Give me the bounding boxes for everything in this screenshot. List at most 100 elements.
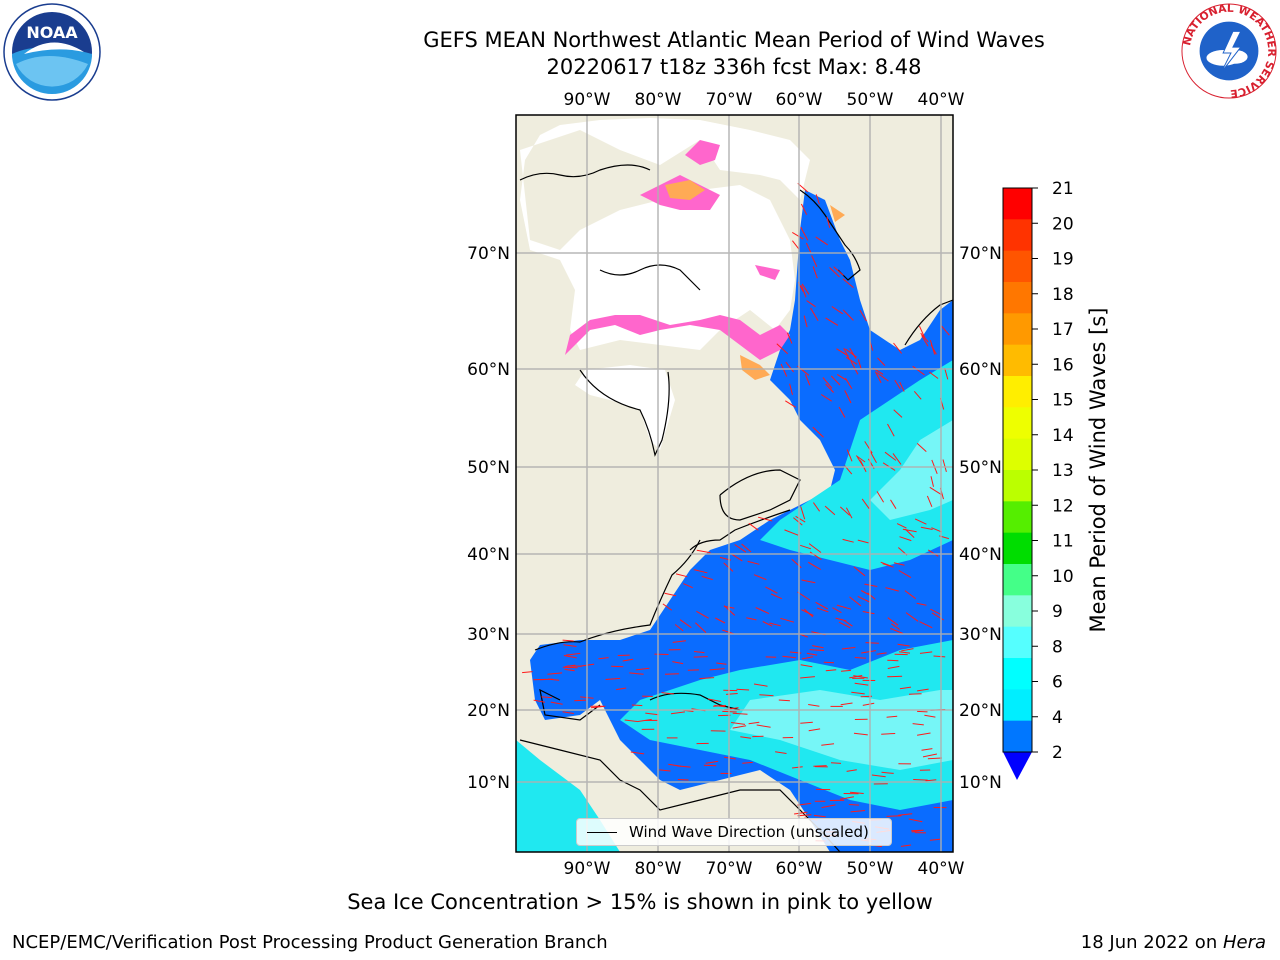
wind-wave-arrow [755,607,770,615]
colorbar-tick-label: 4 [1052,708,1063,728]
wind-wave-arrow [679,619,692,629]
wind-wave-arrow [598,657,609,660]
colorbar-tick-label: 9 [1052,602,1063,622]
wind-wave-arrow [816,607,829,613]
colorbar-tick-label: 11 [1052,532,1074,552]
wind-wave-arrow [929,486,943,496]
wind-wave-arrow [861,498,870,509]
wind-wave-arrow [734,544,747,553]
lon-label: 50°W [847,859,894,879]
wind-wave-arrow [677,779,689,781]
wind-wave-arrow [785,400,796,408]
wind-wave-arrow [824,505,836,516]
wind-wave-arrow [862,611,875,615]
wind-wave-arrow [550,701,563,705]
wind-wave-arrow [854,682,869,686]
wind-wave-arrow [898,813,913,816]
colorbar-segment [1003,188,1032,220]
wind-wave-arrow [730,553,743,562]
wind-wave-arrow [839,506,851,516]
wind-wave-arrow [832,607,842,614]
wind-wave-arrow [759,694,774,697]
wind-wave-arrow [890,499,897,509]
wind-wave-arrow [637,718,652,723]
colorbar-segment [1003,595,1032,628]
lat-label: 20°N [467,701,510,721]
wind-wave-arrow [693,656,708,658]
wind-wave-arrow [629,672,644,675]
colorbar: 21 20 19 18 17 16 15 14 13 12 11 10 9 8 6 4 2 [1002,179,1074,780]
wind-wave-arrow [911,829,923,832]
wind-wave-arrow [785,361,794,373]
wind-wave-arrow [854,657,867,659]
wind-wave-arrow [853,675,868,679]
wind-wave-arrow [885,587,899,592]
wind-wave-arrow [756,724,771,728]
wind-wave-arrow [800,664,813,668]
wind-wave-arrow [540,678,553,681]
lon-label: 60°W [776,859,823,879]
wind-wave-arrow [842,538,854,543]
wind-wave-arrow [914,518,927,525]
wind-wave-arrow [801,579,816,584]
wind-wave-arrow [876,372,889,382]
chart-title: GEFS MEAN Northwest Atlantic Mean Period… [423,28,1045,52]
wind-wave-arrow [871,774,886,778]
wind-wave-arrow [806,652,818,656]
wind-wave-arrow [714,704,726,708]
wind-wave-arrow [522,671,533,674]
wind-wave-arrow [930,476,934,487]
wind-wave-arrow [740,736,752,739]
wind-wave-arrow [664,592,677,597]
colorbar-tick-label: 20 [1052,214,1074,234]
wind-wave-arrow [776,343,789,355]
wind-wave-arrow [815,601,829,610]
wind-wave-arrow [919,325,926,339]
wind-wave-arrow [851,691,865,695]
colorbar-tick-label: 6 [1052,673,1063,693]
wind-wave-arrow [800,203,808,215]
wind-wave-arrow [893,342,902,354]
wind-wave-arrow [891,623,900,630]
wind-wave-arrow [855,455,866,463]
wind-wave-arrow [846,449,853,462]
ice-region-white [520,118,810,450]
map-frame [515,114,954,853]
wind-wave-arrow [922,753,938,758]
wind-wave-arrow [857,595,871,603]
wind-wave-arrow [848,804,859,806]
wind-wave-arrow [840,669,851,672]
colorbar-tick-label: 10 [1052,567,1074,587]
wind-wave-arrow [695,622,707,633]
wind-wave-arrow [898,570,912,579]
wind-wave-arrow [864,441,873,454]
wind-wave-arrow [820,394,832,402]
noaa-logo-text: NOAA [26,23,78,42]
wind-wave-arrow [842,309,854,321]
wind-wave-arrow [845,348,857,358]
wind-wave-arrow [789,383,793,395]
wind-wave-arrow [674,624,684,632]
wind-wave-arrow [905,612,919,622]
wind-wave-arrow [861,650,876,654]
wind-wave-arrow [563,655,577,659]
longitude-labels-bottom: 90°W 80°W 70°W 60°W 50°W 40°W [564,859,965,879]
wind-wave-arrow [931,527,942,533]
wind-wave-arrow [843,347,850,360]
wind-wave-arrow [894,379,901,390]
lat-label: 10°N [959,773,1002,793]
colorbar-label: Mean Period of Wind Waves [s] [1086,307,1110,633]
wind-wave-arrow [562,666,578,669]
wind-wave-arrow [753,683,768,687]
wind-wave-arrow [668,763,681,767]
wind-wave-arrow [860,590,871,596]
wind-wave-arrow [800,285,807,298]
wind-wave-arrow [913,779,928,781]
wind-wave-arrow [732,725,747,729]
wind-wave-arrow [784,529,799,536]
wind-wave-arrow [822,377,833,389]
map-gridlines [516,115,953,852]
wind-wave-arrow [843,619,853,627]
colorbar-tick-label: 14 [1052,426,1074,446]
colorbar-segment [1003,532,1032,565]
